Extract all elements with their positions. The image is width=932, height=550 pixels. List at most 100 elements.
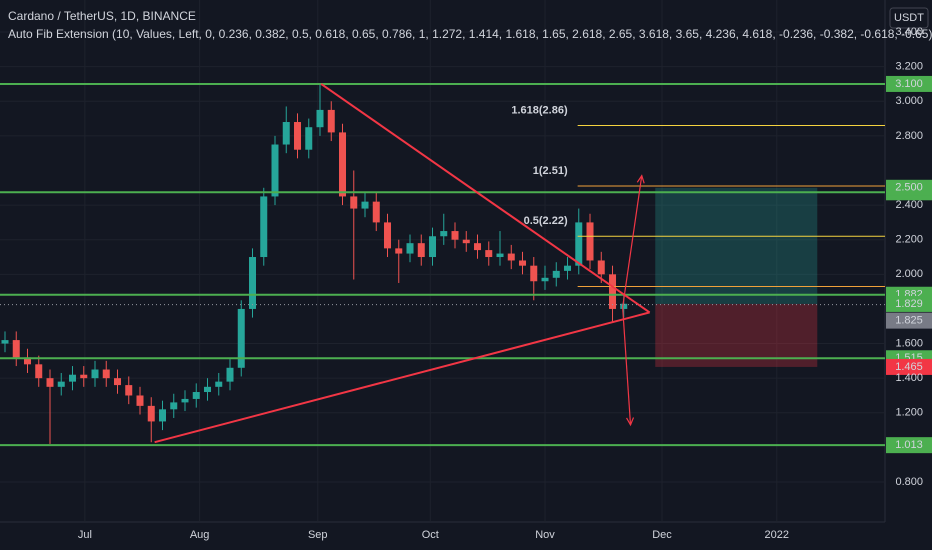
candle-body	[519, 260, 527, 266]
candle-body	[102, 369, 110, 379]
x-tick-label: 2022	[765, 529, 789, 541]
loss-zone	[655, 303, 818, 367]
price-tag-label: 2.500	[895, 182, 923, 194]
x-tick-label: Sep	[308, 529, 328, 541]
candle-body	[113, 378, 121, 386]
candle-body	[586, 222, 594, 261]
trendline	[320, 83, 651, 314]
candle-body	[552, 270, 560, 278]
price-tag	[886, 179, 932, 196]
price-tag-label: 1.465	[895, 361, 923, 373]
candle-body	[136, 395, 144, 406]
currency[interactable]: USDT	[894, 12, 924, 24]
price-tag	[886, 358, 932, 375]
fib-label: 1.618(2.86)	[511, 104, 568, 116]
candle-body	[271, 144, 279, 197]
fib-label: 1(2.51)	[533, 165, 568, 177]
y-tick-label: 1.600	[895, 337, 923, 349]
candle-body	[597, 260, 605, 275]
price-tag-label: 1.825	[895, 315, 923, 327]
price-tag-label: 1.829	[895, 298, 923, 310]
candle-body	[541, 277, 549, 282]
candle-body	[361, 201, 369, 209]
y-tick-label: 2.000	[895, 268, 923, 280]
profit-zone	[655, 187, 818, 304]
candle-body	[68, 374, 76, 382]
candle-body	[282, 122, 290, 145]
candle-body	[462, 239, 470, 244]
candle-body	[451, 231, 459, 240]
candle-body	[327, 109, 335, 133]
y-tick-label: 1.400	[895, 372, 923, 384]
candle-body	[35, 364, 43, 379]
candle-body	[564, 265, 572, 271]
candle-body	[417, 243, 425, 258]
y-tick-label: 1.200	[895, 407, 923, 419]
arrow-head	[626, 417, 635, 427]
candle-body	[575, 222, 583, 266]
price-tag-label: 3.100	[895, 78, 923, 90]
candle-body	[305, 127, 313, 150]
price-tag	[886, 437, 932, 454]
candle-body	[530, 265, 538, 282]
candle-body	[496, 253, 504, 258]
candle-body	[395, 248, 403, 254]
candle-body	[507, 253, 515, 261]
indicator-label: Auto Fib Extension (10, Values, Left, 0,…	[8, 27, 932, 41]
candle-body	[46, 378, 54, 387]
overlay: 3.1002.4741.8821.5151.0131.618(2.86)1(2.…	[0, 75, 932, 454]
candle-body	[339, 132, 347, 197]
x-tick-label: Jul	[78, 529, 92, 541]
candle-body	[23, 357, 31, 365]
candle-body	[440, 231, 448, 237]
currency-box[interactable]	[889, 7, 929, 29]
candle-body	[350, 196, 358, 209]
y-tick-label: 3.000	[895, 95, 923, 107]
candle-body	[57, 381, 65, 387]
candle-body	[91, 369, 99, 379]
arrow	[622, 175, 643, 308]
y-tick-label: 2.800	[895, 130, 923, 142]
candle-body	[170, 402, 178, 410]
candle-body	[1, 340, 9, 344]
candle-body	[192, 392, 200, 399]
trendline	[154, 311, 650, 444]
candle-body	[159, 409, 167, 422]
price-tag-label: 1.013	[895, 439, 923, 451]
candle-body	[406, 243, 414, 254]
candle-body	[609, 274, 617, 309]
y-tick-label: 0.800	[895, 476, 923, 488]
y-tick-label: 2.400	[895, 199, 923, 211]
x-tick-label: Aug	[190, 529, 210, 541]
candle-body	[485, 250, 493, 258]
price-tag	[886, 295, 932, 312]
candle-body	[80, 374, 88, 379]
price-tag	[886, 75, 932, 92]
candle-body	[384, 222, 392, 249]
candle-body	[372, 201, 380, 223]
fib-label: 0.5(2.22)	[524, 215, 568, 227]
candle-body	[204, 386, 212, 393]
candle-body	[249, 257, 257, 309]
candle-body	[125, 385, 133, 396]
x-tick-label: Oct	[422, 529, 439, 541]
plot	[1, 83, 628, 444]
chart-title: Cardano / TetherUS, 1D, BINANCE	[8, 9, 196, 23]
y-tick-label: 2.200	[895, 234, 923, 246]
candle-body	[147, 405, 155, 422]
x-tick-label: Dec	[652, 529, 672, 541]
price-tag	[886, 312, 932, 329]
candle-body	[474, 243, 482, 251]
candle-body	[215, 381, 223, 387]
candle-body	[237, 308, 245, 368]
y-tick-label: 3.200	[895, 61, 923, 73]
candle-body	[260, 196, 268, 258]
arrow	[622, 307, 632, 425]
arrow-head	[636, 174, 645, 184]
x-tick-label: Nov	[535, 529, 555, 541]
candle-body	[12, 340, 20, 358]
candle-body	[620, 303, 628, 309]
candle-body	[226, 367, 234, 382]
candle-body	[294, 122, 302, 150]
